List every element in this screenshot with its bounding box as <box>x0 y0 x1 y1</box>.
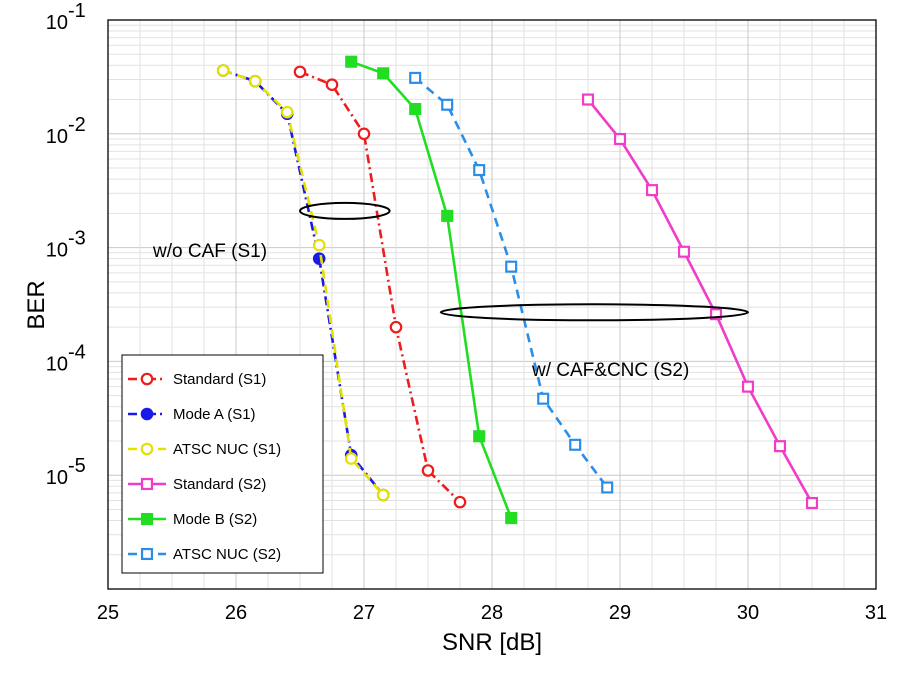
data-point <box>441 209 454 222</box>
legend-entry: ATSC NUC (S2) <box>128 546 281 563</box>
data-point <box>248 74 262 88</box>
y-tick-base: 10 <box>46 126 68 148</box>
data-point <box>505 260 518 273</box>
annotation-w-caf-cnc: w/ CAF&CNC (S2) <box>531 360 689 381</box>
data-point <box>376 488 390 502</box>
data-point <box>645 184 659 197</box>
data-point <box>473 164 486 177</box>
y-tick-exponent: -2 <box>68 114 86 136</box>
data-point <box>312 238 326 252</box>
legend-marker-swatch <box>140 442 154 456</box>
legend-label: Standard (S1) <box>173 371 266 388</box>
series-line <box>586 98 814 504</box>
data-point <box>409 103 422 116</box>
data-point <box>345 55 358 68</box>
legend-entry: Mode A (S1) <box>128 406 256 423</box>
data-point <box>344 452 358 465</box>
legend: Standard (S1) Mode A (S1) ATSC NUC (S1) Sta… <box>121 354 324 574</box>
legend-box <box>121 354 324 574</box>
data-point <box>441 98 454 111</box>
data-point <box>741 380 755 393</box>
x-tick-label: 30 <box>737 602 759 624</box>
y-tick-labels: 10-110-210-310-410-5 <box>46 0 86 489</box>
data-point <box>709 308 723 321</box>
x-tick-labels: 25 26 27 28 29 30 31 <box>97 602 887 624</box>
y-tick-base: 10 <box>46 353 68 375</box>
data-point <box>601 481 614 494</box>
y-tick-exponent: -5 <box>68 455 86 477</box>
data-point <box>677 245 691 258</box>
x-tick-label: 27 <box>353 602 375 624</box>
legend-entry: Standard (S1) <box>128 371 266 388</box>
y-axis-title: BER <box>23 280 50 329</box>
series-3 <box>581 93 819 510</box>
series-2 <box>216 64 390 502</box>
y-tick-base: 10 <box>46 12 68 34</box>
legend-marker-swatch <box>140 477 154 491</box>
plot-frame <box>107 19 877 590</box>
x-tick-label: 29 <box>609 602 631 624</box>
y-tick-label: 10-4 <box>46 341 86 375</box>
data-point <box>569 438 582 451</box>
series-layer <box>216 55 819 525</box>
data-point <box>453 495 467 509</box>
y-tick-label: 10-1 <box>46 0 86 34</box>
legend-label: Standard (S2) <box>173 476 266 493</box>
x-tick-label: 26 <box>225 602 247 624</box>
legend-label: ATSC NUC (S1) <box>173 441 281 458</box>
data-point <box>773 440 787 453</box>
legend-entry: ATSC NUC (S1) <box>128 441 281 458</box>
y-tick-label: 10-3 <box>46 228 86 262</box>
legend-entry: Standard (S2) <box>128 476 266 493</box>
legend-label: Mode B (S2) <box>173 511 257 528</box>
data-point <box>377 67 390 80</box>
data-point <box>613 132 627 146</box>
data-point <box>216 64 230 77</box>
data-point <box>389 320 403 334</box>
legend-marker-swatch <box>140 512 154 526</box>
legend-entry: Mode B (S2) <box>128 511 257 528</box>
legend-marker-swatch <box>140 407 154 421</box>
data-point <box>537 392 550 405</box>
y-tick-base: 10 <box>46 467 68 489</box>
data-point <box>280 105 294 119</box>
series-line <box>299 70 461 504</box>
y-tick-exponent: -3 <box>68 228 86 250</box>
annotation-ellipse <box>439 303 750 322</box>
data-point <box>357 127 371 141</box>
y-tick-label: 10-2 <box>46 114 86 148</box>
legend-label: Mode A (S1) <box>173 406 256 423</box>
y-tick-exponent: -1 <box>68 0 86 22</box>
data-point <box>581 93 595 106</box>
annotation-ellipse <box>299 201 391 220</box>
x-tick-label: 31 <box>865 602 887 624</box>
annotations: w/o CAF (S1) w/ CAF&CNC (S2) <box>152 201 750 381</box>
series-line <box>222 69 385 496</box>
data-point <box>409 71 422 84</box>
data-point <box>293 65 307 79</box>
y-tick-label: 10-5 <box>46 455 86 489</box>
x-tick-label: 28 <box>481 602 503 624</box>
data-point <box>505 512 518 525</box>
annotation-wo-caf: w/o CAF (S1) <box>152 241 267 262</box>
series-0 <box>293 65 467 509</box>
data-point <box>325 78 339 92</box>
data-point <box>805 496 819 510</box>
legend-marker-swatch <box>140 547 154 561</box>
legend-label: ATSC NUC (S2) <box>173 546 281 563</box>
legend-marker-swatch <box>140 372 154 386</box>
x-axis-title: SNR [dB] <box>442 629 542 656</box>
y-tick-base: 10 <box>46 240 68 262</box>
y-tick-exponent: -4 <box>68 341 86 363</box>
series-5 <box>409 71 614 494</box>
series-4 <box>345 55 518 525</box>
series-line <box>222 69 385 496</box>
data-point <box>473 430 486 443</box>
data-point <box>421 464 435 477</box>
x-tick-label: 25 <box>97 602 119 624</box>
